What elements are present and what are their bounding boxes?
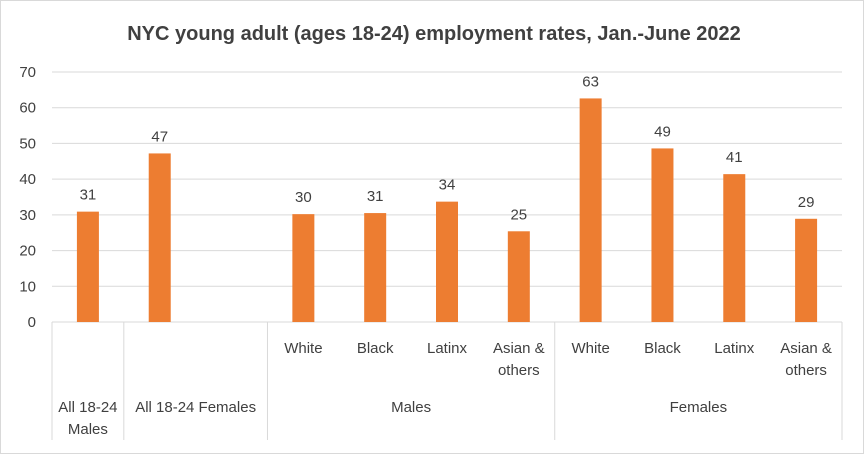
bar (651, 148, 674, 322)
data-label: 29 (798, 194, 815, 211)
y-tick-label: 40 (19, 171, 36, 188)
bar (507, 231, 530, 322)
bar (795, 218, 818, 322)
x-category-label: White (284, 340, 322, 357)
x-category-label: Black (357, 340, 394, 357)
y-tick-label: 50 (19, 135, 36, 152)
data-label: 49 (654, 123, 671, 140)
data-label: 41 (726, 149, 743, 166)
x-category-label: All 18-24 (58, 399, 117, 416)
bar (364, 213, 387, 322)
x-category-label: Latinx (427, 340, 468, 357)
x-category-label: Black (644, 340, 681, 357)
data-label: 47 (151, 128, 168, 145)
x-group-label: Males (391, 399, 431, 416)
x-category-label: Asian & (780, 340, 832, 357)
x-category-label: Latinx (714, 340, 755, 357)
y-tick-label: 30 (19, 207, 36, 224)
data-label: 30 (295, 189, 312, 206)
y-tick-label: 60 (19, 100, 36, 117)
bar (292, 214, 315, 322)
x-group-label: Females (670, 399, 728, 416)
data-label: 63 (582, 73, 599, 90)
data-label: 34 (439, 177, 456, 194)
x-category-label: others (498, 362, 540, 379)
bar (723, 174, 746, 322)
x-category-label: White (571, 340, 609, 357)
y-tick-label: 20 (19, 243, 36, 260)
bar (76, 211, 99, 322)
chart-title: NYC young adult (ages 18-24) employment … (127, 23, 741, 45)
data-label: 31 (80, 187, 97, 204)
data-label: 31 (367, 188, 384, 205)
bar (436, 201, 458, 322)
x-category-label: others (785, 362, 827, 379)
x-category-label: All 18-24 Females (135, 399, 256, 416)
bar (148, 153, 171, 322)
x-category-label: Males (68, 421, 108, 438)
data-label: 25 (510, 206, 527, 223)
y-tick-label: 10 (19, 278, 36, 295)
x-category-label: Asian & (493, 340, 545, 357)
y-tick-label: 0 (28, 314, 36, 331)
bar (579, 98, 602, 322)
y-tick-label: 70 (19, 64, 36, 81)
